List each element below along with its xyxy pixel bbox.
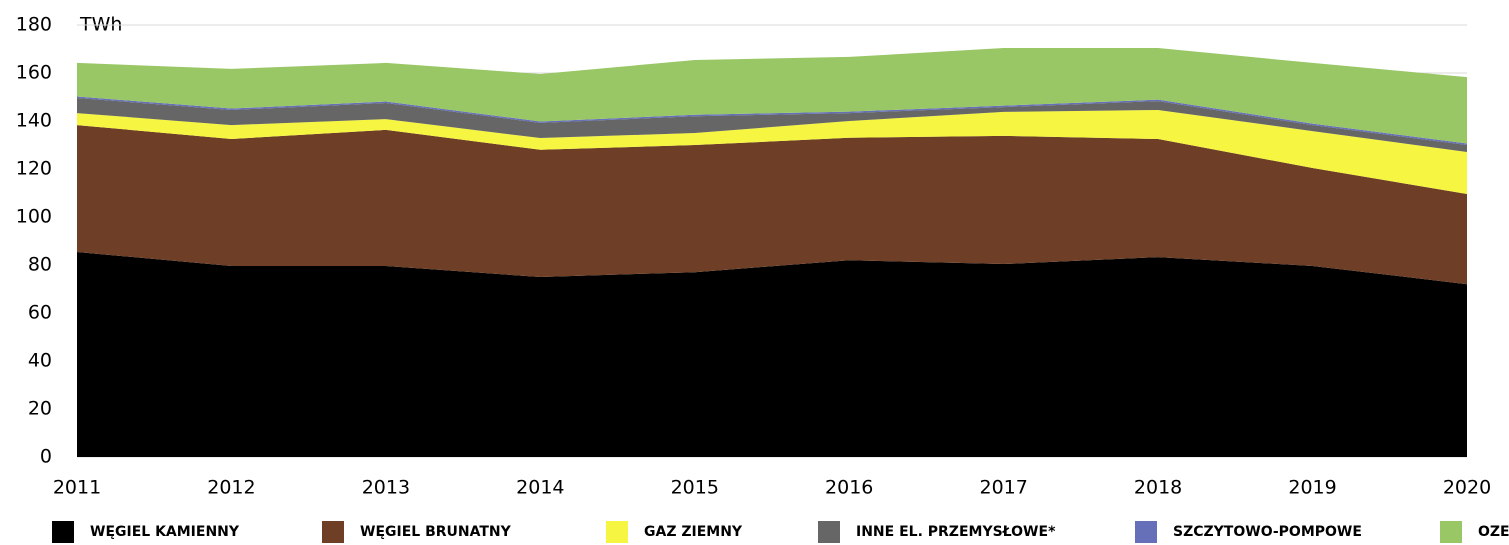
- legend-label: GAZ ZIEMNY: [644, 524, 743, 540]
- x-tick-label: 2012: [207, 477, 255, 499]
- y-tick-label: 180: [16, 14, 52, 36]
- area: [77, 125, 1467, 285]
- y-tick-label: 40: [28, 350, 52, 372]
- legend-swatch: [52, 521, 74, 543]
- legend-swatch: [1440, 521, 1462, 543]
- x-tick-label: 2015: [671, 477, 719, 499]
- x-tick-label: 2014: [516, 477, 564, 499]
- y-tick-label: 100: [16, 206, 52, 228]
- legend-swatch: [606, 521, 628, 543]
- area: [77, 252, 1467, 457]
- x-tick-label: 2020: [1443, 477, 1491, 499]
- area: [77, 109, 1467, 194]
- area: [77, 97, 1467, 152]
- legend-label: INNE EL. PRZEMYSŁOWE*: [856, 524, 1056, 540]
- y-tick-label: 60: [28, 302, 52, 324]
- legend-swatch: [322, 521, 344, 543]
- y-tick-label: 20: [28, 398, 52, 420]
- x-tick-label: 2018: [1134, 477, 1182, 499]
- legend-label: OZE: [1478, 524, 1509, 540]
- x-tick-label: 2017: [979, 477, 1027, 499]
- area: [77, 48, 1467, 144]
- x-tick-label: 2011: [53, 477, 101, 499]
- legend-swatch: [818, 521, 840, 543]
- x-tick-label: 2019: [1288, 477, 1336, 499]
- legend-label: WĘGIEL KAMIENNY: [90, 524, 240, 540]
- x-tick-label: 2013: [362, 477, 410, 499]
- legend-label: WĘGIEL BRUNATNY: [360, 524, 512, 540]
- y-tick-label: 80: [28, 254, 52, 276]
- y-tick-label: 120: [16, 158, 52, 180]
- legend-swatch: [1135, 521, 1157, 543]
- legend-label: SZCZYTOWO-POMPOWE: [1173, 524, 1362, 540]
- y-tick-label: 140: [16, 110, 52, 132]
- y-tick-label: 160: [16, 62, 52, 84]
- x-tick-label: 2016: [825, 477, 873, 499]
- y-tick-label: 0: [40, 446, 52, 468]
